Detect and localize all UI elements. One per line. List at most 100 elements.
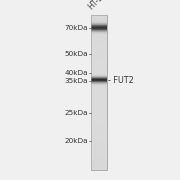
Bar bbox=[91, 48, 107, 49]
Bar bbox=[91, 131, 107, 133]
Bar bbox=[91, 165, 107, 167]
Bar bbox=[91, 147, 107, 148]
Bar bbox=[91, 71, 107, 73]
Bar bbox=[91, 62, 107, 63]
Bar bbox=[91, 51, 107, 52]
Text: 70kDa: 70kDa bbox=[65, 25, 88, 31]
Bar bbox=[91, 139, 107, 141]
Bar bbox=[91, 159, 107, 161]
Bar bbox=[91, 144, 107, 145]
Bar bbox=[91, 84, 107, 85]
Bar bbox=[91, 90, 107, 91]
Bar bbox=[91, 37, 107, 39]
Text: 50kDa: 50kDa bbox=[65, 51, 88, 57]
Bar bbox=[91, 164, 107, 165]
Bar bbox=[91, 52, 107, 54]
Bar bbox=[91, 111, 107, 113]
Bar bbox=[91, 22, 107, 23]
Bar bbox=[91, 39, 107, 40]
Bar bbox=[91, 35, 107, 36]
Bar bbox=[91, 21, 107, 22]
Bar bbox=[91, 93, 107, 94]
Bar bbox=[91, 130, 107, 131]
Bar bbox=[91, 32, 107, 34]
Bar bbox=[91, 105, 107, 107]
Bar bbox=[91, 168, 107, 170]
Bar bbox=[91, 102, 107, 103]
Bar bbox=[91, 28, 107, 29]
Bar bbox=[91, 161, 107, 162]
Bar bbox=[91, 119, 107, 121]
Bar bbox=[91, 83, 107, 85]
Bar bbox=[91, 108, 107, 110]
Bar bbox=[91, 162, 107, 164]
Bar bbox=[91, 83, 107, 84]
Bar bbox=[91, 66, 107, 68]
Bar bbox=[91, 85, 107, 86]
Bar bbox=[91, 65, 107, 66]
Bar bbox=[91, 45, 107, 46]
Bar bbox=[91, 27, 107, 28]
Bar bbox=[91, 113, 107, 114]
Bar bbox=[91, 32, 107, 33]
Bar bbox=[91, 57, 107, 59]
Bar bbox=[91, 86, 107, 87]
Bar bbox=[91, 152, 107, 153]
Bar bbox=[91, 141, 107, 142]
Bar bbox=[91, 34, 107, 35]
Bar bbox=[91, 77, 107, 78]
Bar bbox=[91, 24, 107, 25]
Bar bbox=[91, 56, 107, 57]
Bar bbox=[91, 116, 107, 118]
Text: 20kDa: 20kDa bbox=[65, 138, 88, 144]
Bar bbox=[91, 31, 107, 32]
Bar bbox=[91, 114, 107, 116]
Bar bbox=[91, 28, 107, 29]
Bar bbox=[91, 74, 107, 75]
Bar bbox=[91, 138, 107, 139]
Bar bbox=[91, 76, 107, 77]
Bar bbox=[91, 97, 107, 99]
Bar bbox=[91, 79, 107, 80]
Bar bbox=[91, 30, 107, 31]
Bar bbox=[91, 78, 107, 79]
Bar bbox=[91, 80, 107, 82]
Bar bbox=[91, 103, 107, 105]
Bar bbox=[91, 46, 107, 48]
Bar bbox=[91, 85, 107, 87]
Bar bbox=[91, 127, 107, 128]
Bar bbox=[91, 75, 107, 76]
Bar bbox=[91, 26, 107, 27]
Bar bbox=[91, 15, 107, 170]
Bar bbox=[91, 118, 107, 119]
Bar bbox=[91, 23, 107, 25]
Bar bbox=[91, 110, 107, 111]
Text: - FUT2: - FUT2 bbox=[108, 76, 134, 85]
Bar bbox=[91, 18, 107, 20]
Bar bbox=[91, 73, 107, 74]
Bar bbox=[91, 167, 107, 168]
Bar bbox=[91, 21, 107, 23]
Bar bbox=[91, 20, 107, 21]
Bar bbox=[91, 69, 107, 71]
Bar bbox=[91, 34, 107, 35]
Bar bbox=[91, 153, 107, 155]
Bar bbox=[91, 77, 107, 79]
Bar bbox=[91, 60, 107, 62]
Text: 40kDa: 40kDa bbox=[65, 70, 88, 76]
Bar bbox=[91, 40, 107, 42]
Bar bbox=[91, 88, 107, 90]
Bar bbox=[91, 99, 107, 100]
Bar bbox=[91, 80, 107, 81]
Bar bbox=[91, 74, 107, 76]
Bar bbox=[91, 26, 107, 28]
Bar bbox=[91, 49, 107, 51]
Bar bbox=[91, 125, 107, 127]
Bar bbox=[91, 20, 107, 21]
Text: HT-29: HT-29 bbox=[87, 0, 109, 12]
Bar bbox=[91, 59, 107, 60]
Bar bbox=[91, 133, 107, 134]
Bar bbox=[91, 150, 107, 152]
Bar bbox=[91, 82, 107, 83]
Bar bbox=[91, 87, 107, 88]
